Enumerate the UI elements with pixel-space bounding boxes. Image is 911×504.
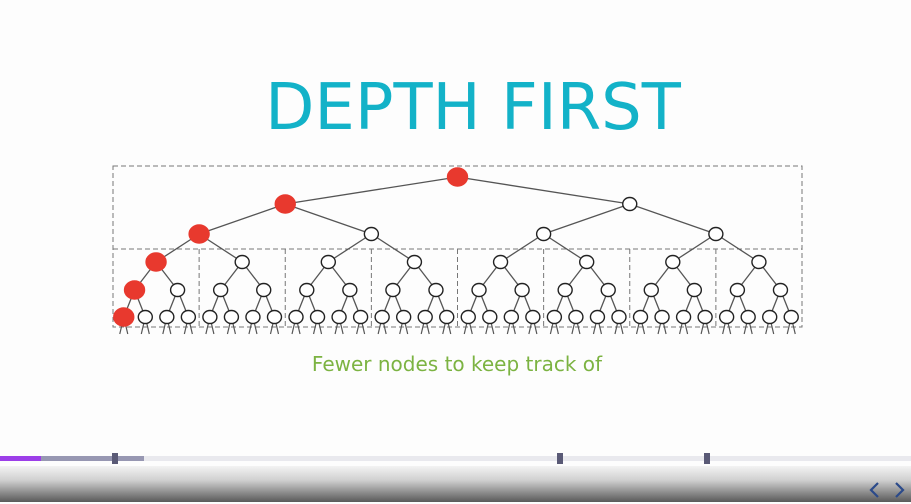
tree-edge	[457, 176, 630, 205]
tree-node	[320, 254, 337, 270]
tree-node	[622, 196, 638, 212]
tree-node	[632, 309, 649, 325]
tree-node	[234, 254, 250, 270]
tree-node	[460, 309, 476, 325]
tree-node	[514, 282, 530, 298]
tree-node	[299, 282, 315, 298]
slide-title: DEPTH FIRST	[265, 71, 681, 145]
tree-node	[428, 282, 444, 298]
diagram-frame	[112, 165, 803, 328]
tree-node	[578, 254, 595, 270]
tree-node	[654, 309, 670, 325]
tree-node	[665, 254, 681, 270]
tree-node	[675, 309, 692, 325]
tree-node	[137, 309, 153, 325]
slide: DEPTH FIRST Fewer nodes to keep track of	[112, 71, 803, 376]
tree-node	[352, 309, 369, 325]
tree-edge	[543, 203, 630, 235]
tree-node	[718, 309, 735, 325]
tree-node	[503, 309, 520, 325]
tree-node	[783, 309, 799, 325]
tree-node	[288, 309, 304, 325]
tree-node	[180, 309, 197, 325]
tree-node	[169, 282, 186, 298]
chevron-left-icon[interactable]	[866, 480, 884, 500]
tree-node	[729, 282, 746, 298]
tree-node	[374, 309, 390, 325]
tree-node	[525, 309, 541, 325]
tree-node	[471, 282, 487, 298]
tree-node	[212, 282, 229, 298]
progress-track[interactable]	[0, 456, 911, 461]
tree-edge	[543, 233, 588, 263]
tree-edge	[327, 233, 372, 263]
tree-node	[266, 309, 283, 325]
tree-node	[762, 309, 778, 325]
visited-node	[145, 252, 167, 272]
tree-node	[342, 282, 358, 298]
visited-node	[188, 224, 210, 244]
tree-node	[417, 309, 433, 325]
tree-diagram	[112, 165, 803, 335]
tree-node	[643, 282, 659, 298]
tree-edges	[119, 176, 796, 335]
tree-node	[202, 309, 218, 325]
tree-edge	[285, 176, 458, 205]
tree-node	[557, 282, 573, 298]
tree-node	[697, 309, 713, 325]
tree-edge	[715, 233, 760, 263]
slide-caption: Fewer nodes to keep track of	[311, 352, 603, 376]
tree-edge	[371, 233, 415, 263]
tree-node	[331, 309, 347, 325]
tree-node	[740, 309, 756, 325]
tree-edge	[672, 233, 717, 263]
visited-node	[274, 194, 296, 214]
tree-node	[772, 282, 789, 298]
tree-node	[546, 309, 563, 325]
tree-node	[363, 226, 380, 242]
visited-node	[113, 307, 135, 327]
chapter-marker[interactable]	[704, 453, 710, 464]
tree-node	[708, 226, 724, 242]
tree-edge	[285, 203, 372, 235]
tree-node	[611, 309, 627, 325]
chapter-marker[interactable]	[557, 453, 563, 464]
tree-node	[589, 309, 606, 325]
progress-bar[interactable]	[0, 448, 911, 466]
tree-node	[492, 254, 509, 270]
tree-node	[385, 282, 401, 298]
tree-node	[751, 254, 767, 270]
progress-played	[0, 456, 41, 461]
tree-edge	[198, 203, 286, 235]
player-controls	[0, 466, 911, 502]
progress-buffered	[0, 456, 144, 461]
tree-node	[309, 309, 326, 325]
tree-grid	[112, 165, 803, 328]
tree-edge	[500, 233, 544, 263]
chevron-right-icon[interactable]	[891, 480, 909, 500]
tree-nodes	[113, 167, 799, 327]
tree-node	[395, 309, 412, 325]
tree-node	[535, 226, 552, 242]
tree-node	[482, 309, 498, 325]
tree-node	[406, 254, 423, 270]
tree-node	[568, 309, 584, 325]
tree-node	[245, 309, 261, 325]
tree-node	[159, 309, 175, 325]
visited-node	[446, 167, 469, 187]
tree-node	[256, 282, 272, 298]
tree-node	[439, 309, 455, 325]
tree-node	[600, 282, 616, 298]
chapter-marker[interactable]	[112, 453, 118, 464]
visited-node	[123, 280, 146, 300]
tree-node	[223, 309, 240, 325]
tree-edge	[629, 203, 717, 235]
tree-node	[686, 282, 703, 298]
